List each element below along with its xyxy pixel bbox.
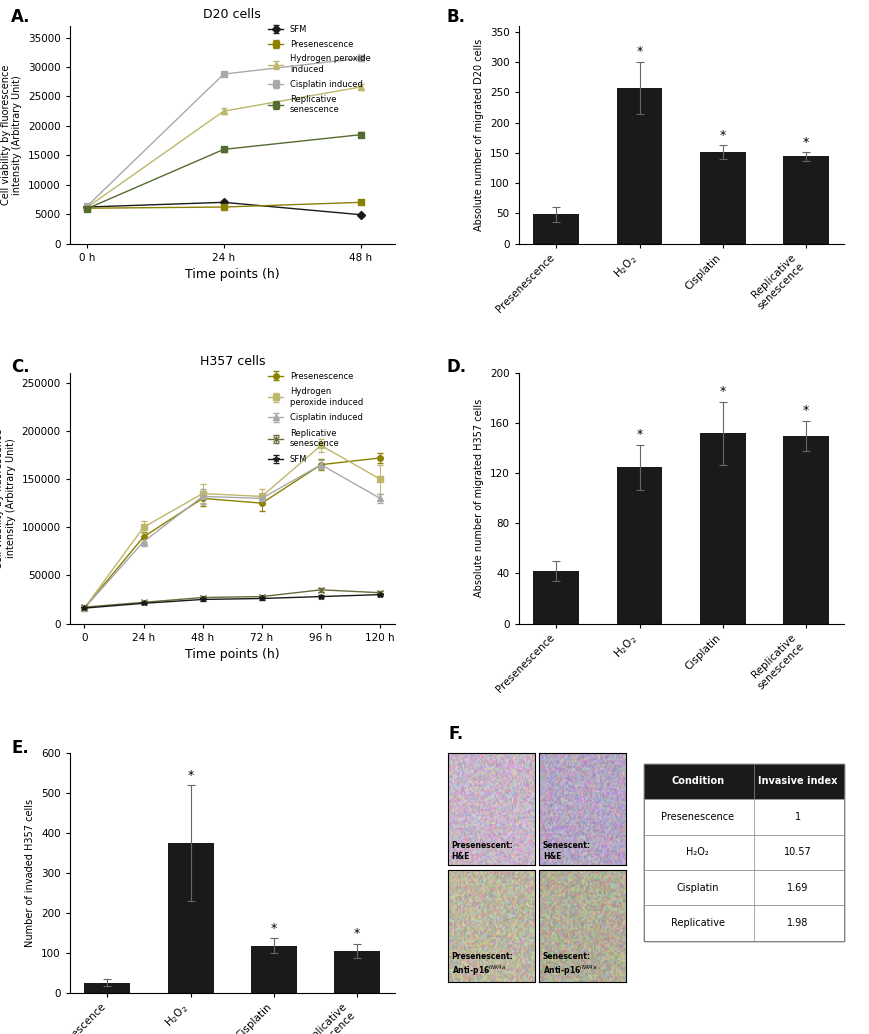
Text: Invasive index: Invasive index xyxy=(757,777,837,786)
Text: *: * xyxy=(802,135,808,149)
Text: Cisplatin: Cisplatin xyxy=(676,883,719,892)
Text: 1.98: 1.98 xyxy=(786,918,807,929)
Bar xyxy=(84,982,130,993)
Text: Senescent:
Anti-p16$^{INK4a}$: Senescent: Anti-p16$^{INK4a}$ xyxy=(542,952,596,978)
Y-axis label: Absolute number of migrated D20 cells: Absolute number of migrated D20 cells xyxy=(474,38,484,231)
Text: *: * xyxy=(270,922,276,935)
Legend: SFM, Presenescence, Hydrogen peroxide
induced, Cisplatin induced, Replicative
se: SFM, Presenescence, Hydrogen peroxide in… xyxy=(264,22,374,117)
Bar xyxy=(700,152,745,244)
Bar xyxy=(334,950,380,993)
Text: *: * xyxy=(636,45,642,59)
Bar xyxy=(643,834,843,870)
Text: A.: A. xyxy=(11,8,30,27)
Y-axis label: Absolute number of migrated H357 cells: Absolute number of migrated H357 cells xyxy=(474,399,484,598)
Text: C.: C. xyxy=(11,358,30,376)
Text: *: * xyxy=(719,386,725,398)
Text: 10.57: 10.57 xyxy=(783,847,811,857)
Text: 1: 1 xyxy=(794,812,800,822)
Bar xyxy=(643,870,843,906)
Text: Presenescent:
H&E: Presenescent: H&E xyxy=(451,842,513,860)
Text: Condition: Condition xyxy=(671,777,724,786)
Y-axis label: Cell viability by fluorescence
intensity (Arbitrary Unit): Cell viability by fluorescence intensity… xyxy=(1,64,23,205)
Bar xyxy=(700,433,745,624)
Bar xyxy=(168,843,213,993)
Y-axis label: Cell viability by fluorescence
intensity (Arbitrary Unit): Cell viability by fluorescence intensity… xyxy=(0,428,16,569)
Text: F.: F. xyxy=(448,725,463,742)
Text: D.: D. xyxy=(447,358,467,376)
Text: B.: B. xyxy=(447,8,466,27)
Bar xyxy=(616,467,661,624)
Text: *: * xyxy=(354,927,360,940)
Text: Senescent:
H&E: Senescent: H&E xyxy=(542,842,590,860)
X-axis label: Time points (h): Time points (h) xyxy=(185,268,279,281)
Title: D20 cells: D20 cells xyxy=(203,7,261,21)
Text: Replicative: Replicative xyxy=(670,918,724,929)
Text: E.: E. xyxy=(11,739,29,757)
Bar xyxy=(643,906,843,941)
X-axis label: Time points (h): Time points (h) xyxy=(185,648,279,661)
Title: H357 cells: H357 cells xyxy=(199,355,265,368)
Bar xyxy=(782,435,828,624)
Bar xyxy=(533,214,579,244)
Text: *: * xyxy=(719,129,725,142)
Bar xyxy=(251,945,296,993)
Text: 1.69: 1.69 xyxy=(786,883,807,892)
Text: Presenescent:
Anti-p16$^{INK4a}$: Presenescent: Anti-p16$^{INK4a}$ xyxy=(451,952,513,978)
Bar xyxy=(616,88,661,244)
Text: *: * xyxy=(188,769,194,782)
Bar xyxy=(643,763,843,799)
Bar xyxy=(782,156,828,244)
Text: H₂O₂: H₂O₂ xyxy=(686,847,708,857)
Y-axis label: Number of invaded H357 cells: Number of invaded H357 cells xyxy=(25,799,36,947)
Text: *: * xyxy=(802,404,808,417)
Text: *: * xyxy=(636,428,642,440)
Legend: Presenescence, Hydrogen
peroxide induced, Cisplatin induced, Replicative
senesce: Presenescence, Hydrogen peroxide induced… xyxy=(264,368,366,467)
Text: Presenescence: Presenescence xyxy=(660,812,733,822)
Bar xyxy=(643,799,843,834)
Bar xyxy=(533,571,579,624)
